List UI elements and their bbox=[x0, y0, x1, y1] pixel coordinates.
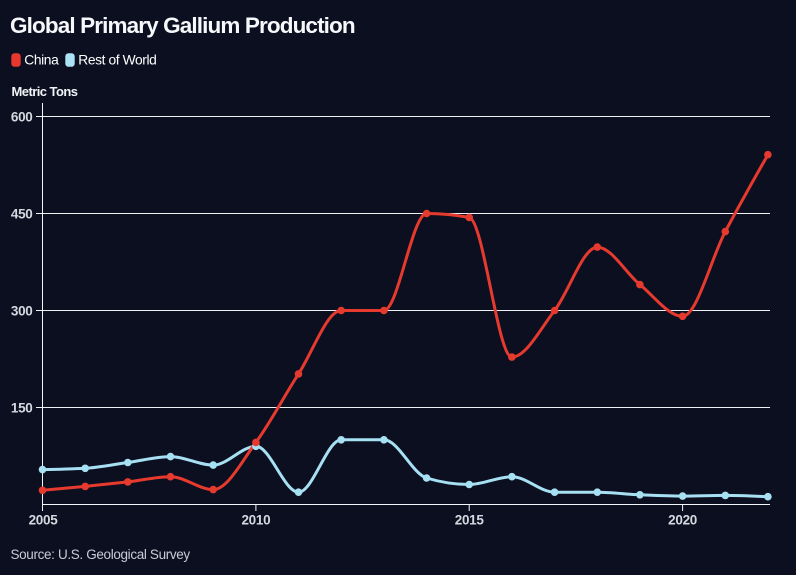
svg-text:Rest of World: Rest of World bbox=[78, 53, 156, 68]
svg-text:150: 150 bbox=[11, 401, 33, 416]
svg-text:2010: 2010 bbox=[241, 513, 270, 528]
svg-text:300: 300 bbox=[11, 304, 33, 319]
svg-text:Metric Tons: Metric Tons bbox=[12, 84, 78, 99]
svg-text:2005: 2005 bbox=[29, 513, 59, 528]
svg-text:China: China bbox=[24, 53, 59, 68]
svg-text:450: 450 bbox=[11, 207, 33, 222]
svg-text:Source: U.S. Geological Survey: Source: U.S. Geological Survey bbox=[11, 547, 191, 562]
svg-text:Global Primary Gallium Product: Global Primary Gallium Production bbox=[10, 13, 355, 38]
svg-text:600: 600 bbox=[11, 110, 33, 125]
svg-text:2020: 2020 bbox=[668, 513, 697, 528]
svg-text:2015: 2015 bbox=[455, 513, 485, 528]
